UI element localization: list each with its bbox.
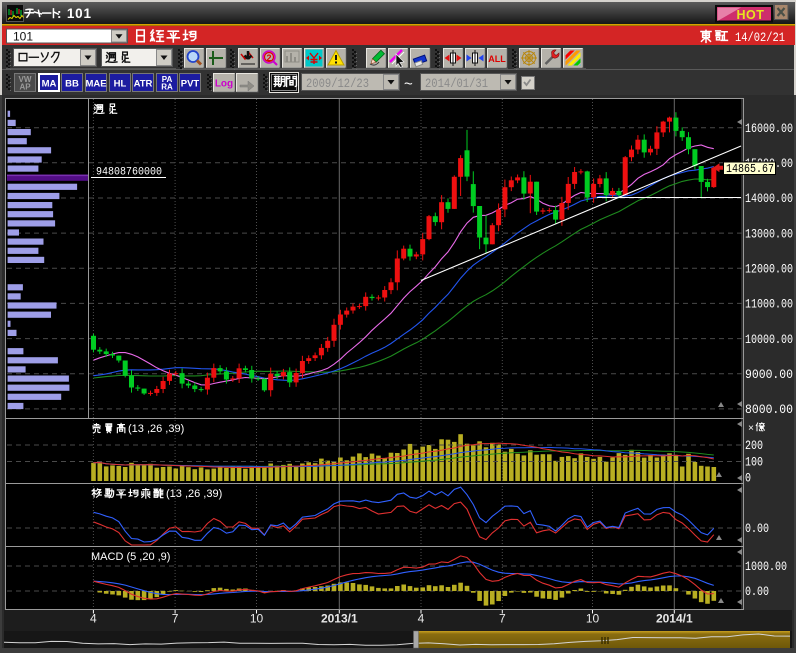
- svg-text:14/02/21: 14/02/21: [735, 30, 785, 45]
- svg-text:4: 4: [90, 612, 97, 626]
- svg-text:4: 4: [418, 612, 425, 626]
- svg-text:8000.00: 8000.00: [745, 402, 793, 417]
- svg-text:16000.00: 16000.00: [745, 121, 793, 136]
- svg-text:94808760000: 94808760000: [96, 167, 162, 179]
- svg-text:14865.67: 14865.67: [726, 163, 774, 176]
- svg-text:11000.00: 11000.00: [745, 297, 793, 312]
- svg-text:Log: Log: [215, 79, 233, 90]
- svg-text:ALL: ALL: [488, 54, 506, 64]
- svg-text:AP: AP: [19, 83, 31, 92]
- svg-text:10: 10: [250, 612, 264, 626]
- svg-text:200: 200: [745, 438, 763, 453]
- svg-text:HOT: HOT: [737, 8, 765, 22]
- svg-text:ATR: ATR: [134, 79, 153, 90]
- svg-text:10: 10: [586, 612, 600, 626]
- svg-text:RA: RA: [161, 83, 173, 92]
- svg-text:10000.00: 10000.00: [745, 332, 793, 347]
- svg-text:: 101: : 101: [57, 6, 92, 21]
- svg-text:MACD (5 ,20 ,9): MACD (5 ,20 ,9): [91, 551, 170, 563]
- svg-text:0: 0: [745, 471, 751, 486]
- svg-text:2014/01/31: 2014/01/31: [425, 76, 488, 91]
- svg-text:×: ×: [748, 424, 754, 435]
- svg-text:0.00: 0.00: [745, 521, 769, 536]
- svg-text:2013/1: 2013/1: [321, 612, 358, 626]
- svg-text:PA: PA: [162, 75, 173, 84]
- svg-text:0.00: 0.00: [745, 584, 769, 599]
- svg-text:MAE: MAE: [85, 79, 106, 90]
- svg-text:~: ~: [404, 76, 413, 93]
- svg-text:1000.00: 1000.00: [745, 559, 787, 574]
- svg-text:PVT: PVT: [181, 79, 200, 90]
- svg-text:100: 100: [745, 455, 763, 470]
- svg-text:101: 101: [13, 30, 33, 44]
- svg-text:12000.00: 12000.00: [745, 262, 793, 277]
- svg-text:(13 ,26 ,39): (13 ,26 ,39): [166, 488, 222, 500]
- svg-text:VW: VW: [19, 75, 32, 84]
- svg-text:14000.00: 14000.00: [745, 191, 793, 206]
- svg-text:7: 7: [499, 612, 506, 626]
- svg-text:BB: BB: [65, 79, 79, 90]
- svg-text:HL: HL: [114, 79, 127, 90]
- svg-text:(13 ,26 ,39): (13 ,26 ,39): [128, 423, 184, 435]
- svg-text:9000.00: 9000.00: [745, 367, 793, 382]
- svg-text:2009/12/23: 2009/12/23: [306, 76, 369, 91]
- svg-text:13000.00: 13000.00: [745, 226, 793, 241]
- svg-text:7: 7: [172, 612, 179, 626]
- svg-text:2014/1: 2014/1: [656, 612, 693, 626]
- svg-text:MA: MA: [42, 79, 57, 90]
- svg-text:2: 2: [266, 53, 271, 63]
